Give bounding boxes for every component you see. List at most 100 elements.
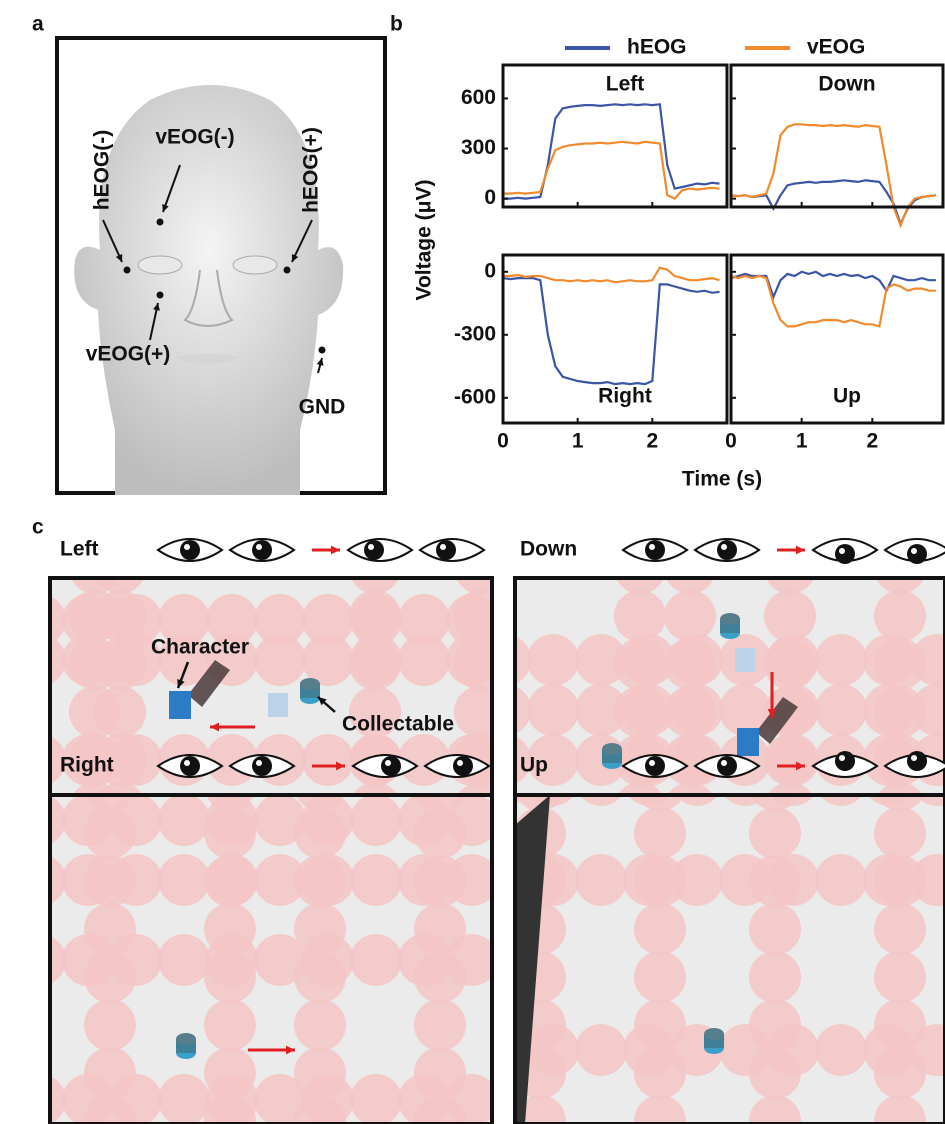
series-line: hEOG: [730, 270, 936, 301]
path-tile: [414, 903, 466, 955]
y-tick-label: 0: [484, 186, 496, 209]
path-tile: [614, 638, 666, 690]
y-tick-label: 600: [461, 86, 496, 109]
path-tile: [876, 578, 924, 594]
path-tile: [350, 1074, 402, 1124]
path-tile: [666, 578, 714, 594]
path-tile: [636, 795, 684, 811]
path-tile: [749, 903, 801, 955]
path-tile: [84, 951, 136, 1003]
path-tile: [302, 634, 354, 686]
path-tile: [579, 795, 623, 806]
path-tile: [766, 578, 814, 594]
series-line: vEOG: [730, 123, 937, 229]
path-tile: [204, 951, 256, 1003]
path-tile: [84, 807, 136, 859]
path-tile: [206, 795, 254, 811]
panel-label: a: [32, 13, 44, 36]
path-tile: [296, 795, 344, 811]
path-tile: [414, 999, 466, 1051]
path-tile: [50, 1076, 66, 1124]
eye-glint: [184, 760, 190, 766]
electrode-label: hEOG(+): [300, 127, 323, 213]
path-tile: [671, 854, 723, 906]
chart-title: Left: [606, 73, 645, 96]
series-line: vEOG: [730, 274, 936, 328]
arrow-head: [210, 722, 220, 732]
path-tile: [764, 590, 816, 642]
path-tile: [84, 999, 136, 1051]
wall-shadow: [515, 795, 550, 1124]
eye-iris: [381, 756, 401, 776]
eye-iris: [907, 544, 927, 564]
path-tile: [719, 684, 771, 736]
electrode-dot: [318, 346, 326, 354]
path-tile: [575, 684, 627, 736]
eye-glint: [911, 548, 917, 554]
path-tile: [84, 855, 136, 907]
path-tile: [302, 594, 354, 646]
game-screenshot: [50, 795, 492, 1124]
x-tick-label: 1: [572, 430, 584, 453]
plot-frame: [729, 253, 945, 425]
path-tile: [414, 951, 466, 1003]
path-tile: [515, 1095, 566, 1124]
series-line: hEOG: [502, 277, 720, 386]
legend-label: vEOG: [807, 36, 865, 59]
path-tile: [94, 734, 146, 786]
path-tile: [815, 684, 867, 736]
path-tile: [158, 634, 210, 686]
eye-iris: [252, 756, 272, 776]
collectable-top: [300, 678, 320, 690]
game-panel-title: Up: [520, 754, 548, 777]
game-panel-title: Down: [520, 538, 577, 561]
eye-glint: [839, 755, 845, 761]
series-line: vEOG: [503, 140, 720, 200]
path-tile: [614, 686, 666, 738]
path-tile: [664, 590, 716, 642]
plot-frame: [729, 63, 945, 209]
eye-iris: [436, 540, 456, 560]
path-tile: [634, 807, 686, 859]
path-tile: [349, 638, 401, 690]
arrow-head: [285, 1045, 295, 1055]
y-tick-label: 0: [484, 259, 496, 282]
arrow-head: [795, 545, 805, 555]
path-tile: [254, 795, 306, 846]
annotation: Collectable: [342, 713, 454, 736]
path-tile: [294, 855, 346, 907]
path-tile: [398, 594, 450, 646]
path-tile: [50, 936, 66, 984]
eye-iris: [252, 540, 272, 560]
eye-glint: [457, 760, 463, 766]
plot-frame: [501, 63, 729, 209]
path-tile: [204, 1047, 256, 1099]
x-axis-label: Time (s): [682, 468, 762, 491]
arrow-head: [153, 303, 160, 311]
ghost-square: [268, 693, 288, 717]
path-tile: [50, 636, 66, 684]
path-tile: [764, 734, 816, 786]
path-tile: [749, 951, 801, 1003]
y-tick-label: -300: [454, 322, 496, 345]
chart-title: Up: [833, 385, 861, 408]
path-tile: [815, 634, 867, 686]
electrode-label: hEOG(-): [91, 130, 114, 210]
x-tick-label: 0: [725, 430, 737, 453]
game-screenshot: [515, 795, 945, 1124]
arrow-head: [115, 254, 123, 262]
path-tile: [84, 1095, 136, 1124]
series-line: hEOG: [503, 103, 720, 200]
path-tile: [527, 634, 579, 686]
x-tick-label: 2: [866, 430, 878, 453]
path-tile: [515, 736, 531, 784]
electrode-label: vEOG(+): [86, 343, 171, 366]
eye-iris: [180, 756, 200, 776]
eye-glint: [256, 544, 262, 550]
path-tile: [764, 638, 816, 690]
eye-glint: [184, 544, 190, 550]
path-tile: [414, 1047, 466, 1099]
path-tile: [749, 855, 801, 907]
eye-glint: [911, 755, 917, 761]
